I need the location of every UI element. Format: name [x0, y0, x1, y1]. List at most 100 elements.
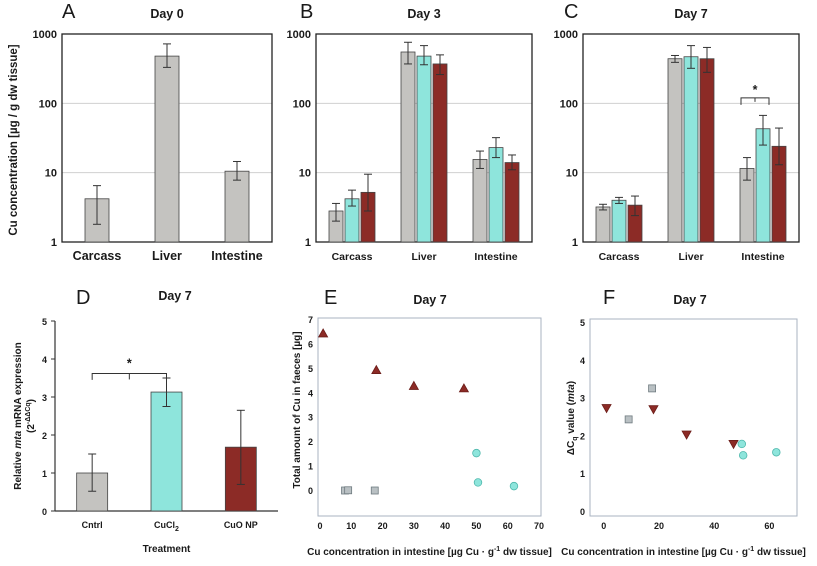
- bar-cuonp-liver: [699, 58, 715, 243]
- y-tick-label: 1: [572, 237, 578, 249]
- x-tick-label: 0: [317, 521, 322, 531]
- y-tick-label: 10: [566, 168, 578, 180]
- bar-cntrl-liver: [667, 58, 683, 243]
- panel-a: 1 10 100 1000 Carcass Liver Intestine A Day 0: [33, 1, 273, 263]
- y-tick-label: 3: [308, 413, 313, 423]
- y-tick-label: 4: [42, 355, 47, 365]
- point-cuonp: [458, 383, 470, 393]
- point-cucl2: [473, 478, 483, 487]
- y-tick-label: 10: [45, 168, 57, 180]
- x-axis-title: Cu concentration in intestine [µg Cu · g…: [307, 546, 552, 558]
- panel-d: 0 1 2 3 4 5 Cntrl CuCl2 CuO NP * Relative mta mRNA…: [13, 287, 278, 555]
- point-cucl2: [737, 439, 746, 449]
- panel-letter: D: [76, 287, 90, 309]
- point-cntrl: [344, 486, 353, 495]
- y-axis-title: Relative mta mRNA expression: [13, 342, 24, 489]
- y-tick-label: 2: [42, 431, 47, 441]
- x-category-label: Cntrl: [82, 520, 103, 530]
- bar-cntrl-liver: [400, 51, 416, 243]
- bar-cucl2-liver: [416, 55, 432, 243]
- bar-cuonp-intestine: [504, 162, 520, 243]
- y-tick-label: 1: [305, 237, 311, 249]
- panel-f: 0 20 40 60 0 1 2 3 4 5 Cu concentration in intesti…: [561, 287, 806, 558]
- y-tick-label: 10: [299, 168, 311, 180]
- point-cucl2: [738, 451, 748, 460]
- y-tick-label: 1: [308, 462, 313, 472]
- x-category-label: Carcass: [332, 251, 373, 263]
- bar-cntrl-intestine: [472, 159, 488, 243]
- significance-star: *: [753, 83, 758, 97]
- y-tick-label: 1: [42, 469, 47, 479]
- x-tick-label: 0: [601, 521, 606, 531]
- x-tick-label: 40: [709, 521, 719, 531]
- x-tick-label: 40: [440, 521, 450, 531]
- y-tick-label: 5: [42, 317, 47, 327]
- panel-letter: C: [564, 1, 578, 23]
- y-tick-label: 100: [39, 98, 57, 110]
- panel-letter: F: [603, 287, 615, 309]
- y-tick-label: 2: [308, 437, 313, 447]
- y-tick-label: 0: [580, 507, 585, 517]
- x-tick-label: 30: [409, 521, 419, 531]
- y-tick-label: 5: [580, 318, 585, 328]
- x-category-label: Liver: [152, 249, 182, 263]
- y-tick-label: 5: [308, 364, 313, 374]
- point-cuonp: [601, 404, 612, 414]
- bar-cuonp-liver: [432, 63, 448, 243]
- x-tick-label: 60: [503, 521, 513, 531]
- bar-cntrl-carcass: [595, 206, 611, 243]
- y-tick-label: 100: [560, 98, 578, 110]
- panel-e: 0 10 20 30 40 50 60 70 0 1 2 3 4 5 6 7 Cu concentration …: [292, 287, 552, 558]
- y-axis-title: ΔCq value (mta): [566, 381, 579, 455]
- x-category-label: CuO NP: [224, 520, 258, 530]
- panel-title: Day 0: [150, 7, 183, 21]
- bar-cucl: [150, 391, 183, 512]
- panel-title: Day 3: [407, 7, 440, 21]
- x-tick-label: 50: [471, 521, 481, 531]
- panel-c: 1 10 100 1000 Carcass Liver Intestine C Day 7 *: [554, 1, 800, 263]
- x-tick-label: 20: [378, 521, 388, 531]
- y-tick-label: 100: [293, 98, 311, 110]
- point-cuonp: [728, 440, 739, 450]
- panel-title: Day 7: [158, 289, 191, 303]
- panel-title: Day 7: [674, 7, 707, 21]
- point-cntrl: [370, 486, 379, 495]
- x-category-label: Carcass: [599, 251, 640, 263]
- y-tick-label: 6: [308, 339, 313, 349]
- y-tick-label: 4: [580, 356, 585, 366]
- x-tick-label: 20: [654, 521, 664, 531]
- point-cucl2: [772, 448, 781, 457]
- point-cuonp: [648, 405, 659, 415]
- panel-b: 1 10 100 1000 Carcass Liver Intestine B Day 3: [287, 1, 533, 263]
- y-tick-label: 7: [308, 315, 313, 325]
- y-tick-label: 0: [42, 507, 47, 517]
- x-category-label: Intestine: [474, 251, 517, 263]
- y-tick-label: 3: [42, 393, 47, 403]
- x-tick-label: 70: [534, 521, 544, 531]
- panel-letter: B: [300, 1, 313, 23]
- x-category-label: Intestine: [211, 249, 262, 263]
- y-tick-label: 2: [580, 431, 585, 441]
- bar-cucl2-intestine: [755, 128, 771, 243]
- panel-title: Day 7: [413, 293, 446, 307]
- bar-cucl2-carcass: [611, 199, 627, 243]
- point-cucl2: [509, 481, 519, 491]
- x-tick-label: 60: [764, 521, 774, 531]
- point-cuonp: [317, 328, 329, 338]
- x-category-label: Intestine: [741, 251, 784, 263]
- y-tick-label: 3: [580, 394, 585, 404]
- x-category-label: CuCl2: [154, 520, 179, 533]
- plot-frame: [317, 317, 542, 517]
- panel-letter: E: [324, 287, 337, 309]
- y-tick-label: 1: [580, 469, 585, 479]
- point-cntrl: [624, 415, 633, 424]
- y-tick-label: 1000: [554, 29, 578, 41]
- y-axis-title-abc: Cu concentration [µg / g dw tissue]: [8, 44, 20, 235]
- y-axis-title-unit: (2-ΔΔCq): [25, 399, 37, 433]
- x-axis-title: Treatment: [143, 544, 191, 555]
- bar-cucl2-intestine: [488, 147, 504, 243]
- point-cntrl: [648, 384, 656, 393]
- point-cuonp: [371, 364, 382, 374]
- x-category-label: Carcass: [73, 249, 122, 263]
